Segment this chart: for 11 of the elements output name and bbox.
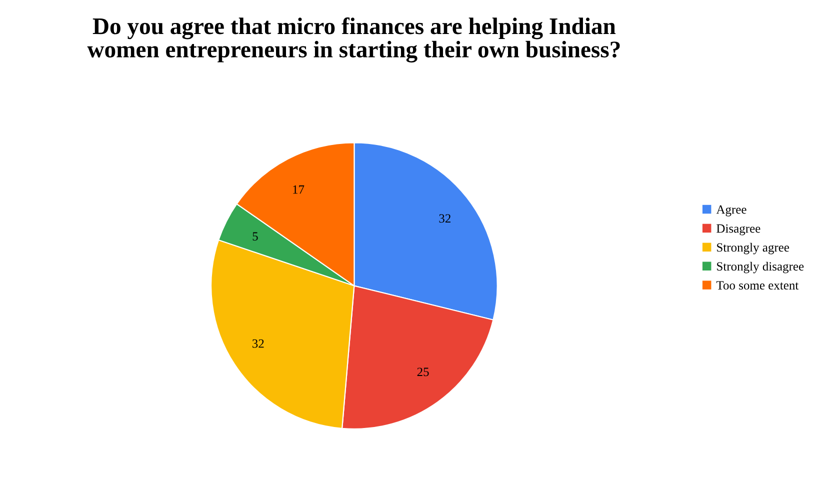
legend-label: Disagree [716, 224, 760, 236]
data-label: 32 [439, 214, 450, 223]
legend-label: Agree [716, 205, 746, 216]
data-label: 32 [252, 339, 264, 348]
legend-label: Too some extent [716, 281, 799, 290]
legend-label: Strongly disagree [717, 262, 804, 274]
data-label: 25 [417, 368, 429, 376]
data-label: 17 [293, 185, 304, 194]
data-label: 5 [252, 232, 258, 241]
legend-label: Strongly agree [717, 242, 790, 254]
chart-title: Do you agree that micro finances are helping Indian women entrepreneurs in starting their own business? [87, 17, 620, 62]
